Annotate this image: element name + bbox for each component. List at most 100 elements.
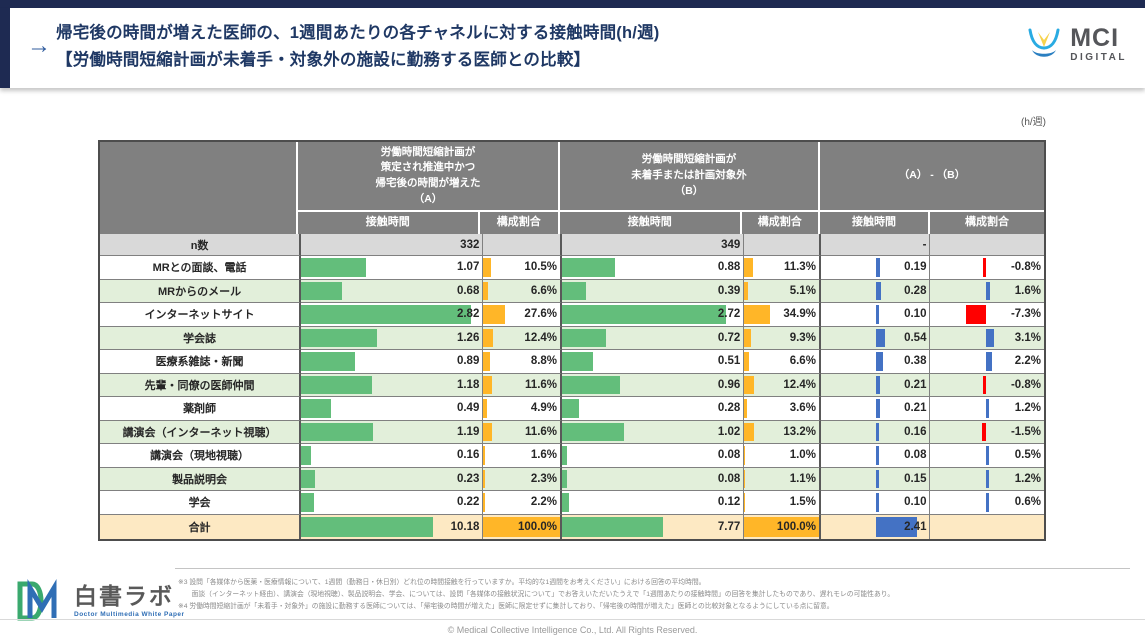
bar-blue [986, 352, 993, 371]
bar-blue [986, 493, 990, 512]
bar-orange [483, 305, 505, 324]
diff-share-cell: 1.2% [930, 397, 1044, 421]
diff-time-cell: 0.10 [820, 491, 931, 515]
subheader-diff-contact: 接触時間 [820, 212, 930, 234]
bar-blue [876, 493, 880, 512]
table-row: 先輩・同僚の医師仲間 1.18 11.6% 0.96 12.4% 0.21 -0.8% [100, 373, 1044, 397]
hakusho-logo-text: 白書ラボ [74, 582, 174, 609]
contact-time-cell: 10.18 [301, 514, 484, 539]
group-header-diff: （A） - （B） 接触時間 構成割合 [820, 142, 1044, 234]
contact-time-cell: 1.26 [301, 326, 484, 350]
share-cell: 34.9% [744, 303, 821, 327]
diff-share-cell: 1.6% [930, 279, 1044, 303]
bar-green [301, 469, 316, 488]
subheader-b-contact: 接触時間 [560, 212, 742, 234]
hakusho-logo-tagline: Doctor Multimedia White Paper [74, 611, 185, 619]
contact-time-cell: 1.18 [301, 373, 484, 397]
group-diff-title: （A） - （B） [820, 142, 1044, 212]
copyright-divider [0, 619, 1145, 620]
row-label: 医療系雑誌・新聞 [100, 350, 302, 374]
share-cell: 1.0% [744, 444, 821, 468]
header-band: → 帰宅後の時間が増えた医師の、1週間あたりの各チャネルに対する接触時間(h/週… [0, 8, 1145, 88]
bar-orange [744, 493, 746, 512]
bar-green [301, 422, 374, 441]
share-cell: 11.6% [483, 420, 563, 444]
contact-time-cell: 0.23 [301, 467, 484, 491]
diff-share-cell: -7.3% [930, 303, 1044, 327]
row-label: MRとの面談、電話 [100, 256, 302, 280]
bar-blue [876, 258, 880, 277]
share-cell: 6.6% [483, 279, 563, 303]
contact-time-cell: 0.08 [562, 467, 745, 491]
bar-red [982, 422, 987, 441]
diff-share-cell: 2.2% [930, 350, 1044, 374]
mci-logo-icon [1028, 28, 1060, 57]
diff-time-cell: 0.10 [820, 303, 931, 327]
group-header-b: 労働時間短縮計画が 未着手または計画対象外 （B） 接触時間 構成割合 [560, 142, 820, 234]
mci-logo-subtext: DIGITAL [1070, 52, 1127, 63]
share-cell: 13.2% [744, 420, 821, 444]
bar-orange [483, 375, 493, 394]
share-cell: 4.9% [483, 397, 563, 421]
bar-green [562, 305, 727, 324]
share-cell: 1.6% [483, 444, 563, 468]
table-row: 薬剤師 0.49 4.9% 0.28 3.6% 0.21 1.2% [100, 397, 1044, 421]
share-cell: 12.4% [744, 373, 821, 397]
row-label: 講演会（現地視聴） [100, 444, 302, 468]
diff-share-cell: 3.1% [930, 326, 1044, 350]
contact-time-cell: 0.16 [301, 444, 484, 468]
share-cell: 3.6% [744, 397, 821, 421]
row-label: 合計 [100, 514, 302, 539]
diff-share-cell: 0.6% [930, 491, 1044, 515]
table-row: 製品説明会 0.23 2.3% 0.08 1.1% 0.15 1.2% [100, 467, 1044, 491]
bar-orange [744, 281, 749, 300]
table-row: MRからのメール 0.68 6.6% 0.39 5.1% 0.28 1.6% [100, 279, 1044, 303]
n-empty-cell [744, 234, 821, 256]
contact-time-cell: 0.12 [562, 491, 745, 515]
group-b-title: 労働時間短縮計画が 未着手または計画対象外 （B） [560, 142, 818, 212]
bar-orange [483, 446, 485, 465]
contact-time-cell: 0.68 [301, 279, 484, 303]
share-cell: 12.4% [483, 326, 563, 350]
diff-time-cell: 0.54 [820, 326, 931, 350]
bar-blue [876, 305, 880, 324]
table-body: n数 332 349- MRとの面談、電話 1.07 10.5% 0.88 11.3% 0.19… [100, 234, 1044, 539]
bar-orange [744, 399, 747, 418]
row-label: MRからのメール [100, 279, 302, 303]
hakusho-logo-icon [17, 578, 57, 621]
diff-time-cell: 2.41 [820, 514, 931, 539]
bar-blue [876, 469, 880, 488]
bar-green [562, 399, 579, 418]
bar-blue [986, 281, 991, 300]
share-cell: 1.5% [744, 491, 821, 515]
bar-blue [986, 469, 990, 488]
bar-orange [483, 281, 489, 300]
share-cell: 1.1% [744, 467, 821, 491]
contact-time-cell: 1.02 [562, 420, 745, 444]
bar-green [562, 258, 616, 277]
bar-green [562, 516, 663, 537]
bar-blue [876, 352, 883, 371]
diff-time-cell: 0.16 [820, 420, 931, 444]
share-cell: 100.0% [483, 514, 563, 539]
footer-divider [175, 568, 1130, 569]
bar-blue [876, 399, 880, 418]
bar-orange [483, 493, 486, 512]
bar-green [562, 493, 570, 512]
contact-time-cell: 0.88 [562, 256, 745, 280]
n-count-cell: 349 [562, 234, 745, 256]
corner-cell [100, 142, 298, 234]
group-a-title: 労働時間短縮計画が 策定され推進中かつ 帰宅後の時間が増えた （A） [298, 142, 558, 212]
diff-share-cell: 0.5% [930, 444, 1044, 468]
bar-orange [744, 422, 755, 441]
copyright-text: © Medical Collective Intelligence Co., L… [447, 625, 698, 635]
share-cell: 27.6% [483, 303, 563, 327]
contact-time-cell: 1.19 [301, 420, 484, 444]
n-count-cell: - [820, 234, 931, 256]
bar-green [562, 422, 624, 441]
left-accent-edge [0, 8, 10, 88]
table-row: 学会 0.22 2.2% 0.12 1.5% 0.10 0.6% [100, 491, 1044, 515]
share-cell: 2.2% [483, 491, 563, 515]
diff-share-cell: -0.8% [930, 373, 1044, 397]
bar-green [562, 446, 567, 465]
